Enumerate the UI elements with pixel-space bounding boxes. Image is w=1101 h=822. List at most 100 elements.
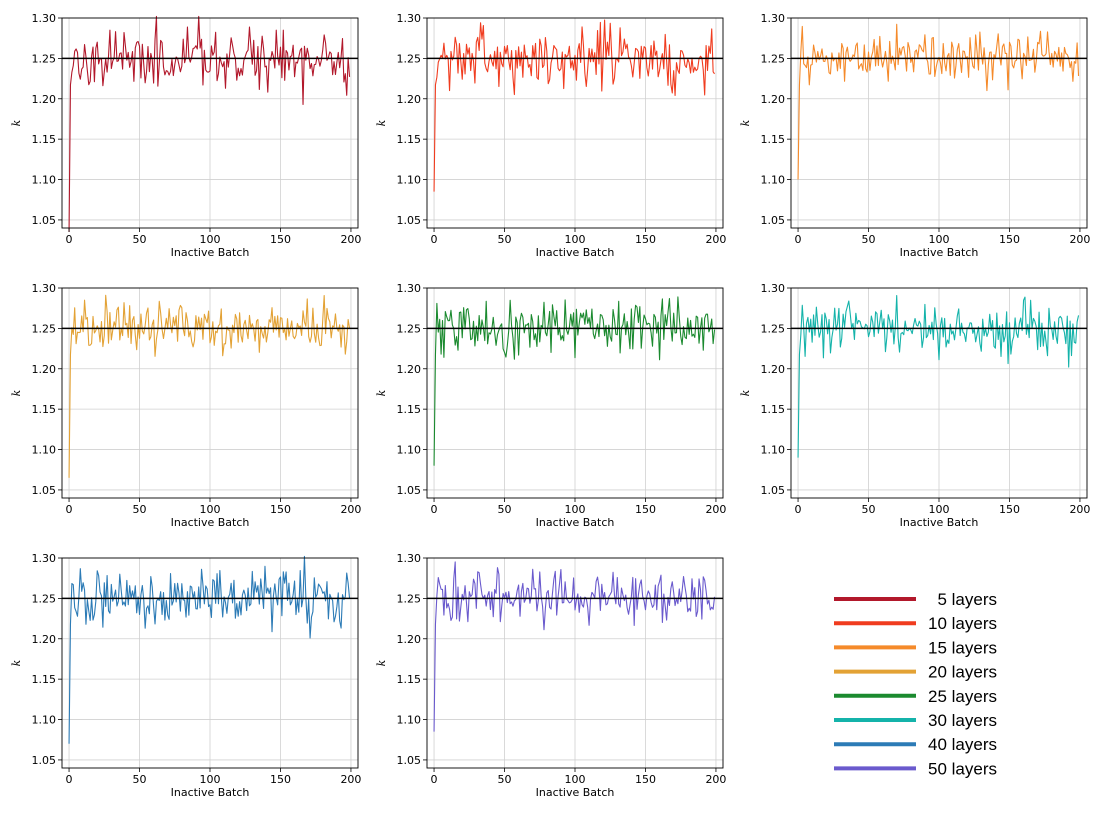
y-tick-label: 1.15 [397,403,422,416]
y-tick-label: 1.25 [397,592,422,605]
x-tick-label: 100 [565,233,586,246]
x-tick-label: 100 [200,233,221,246]
y-tick-label: 1.15 [761,133,786,146]
y-tick-label: 1.25 [32,592,57,605]
y-tick-label: 1.10 [32,444,57,457]
legend-label: 20 layers [928,663,997,682]
x-tick-label: 50 [498,503,512,516]
x-tick-label: 200 [340,773,361,786]
series-line [797,295,1080,458]
y-tick-label: 1.05 [397,214,422,227]
x-tick-label: 100 [200,503,221,516]
x-tick-label: 200 [340,233,361,246]
series-line [68,555,351,744]
y-tick-label: 1.30 [32,12,57,25]
series-line [433,296,716,466]
y-tick-label: 1.10 [397,714,422,727]
y-tick-label: 1.05 [761,214,786,227]
legend-label: 50 layers [928,759,997,778]
series-line [433,561,716,732]
x-axis-label: Inactive Batch [536,786,615,799]
chart-panel-6: 0 50 100 150 200 1.05 1.10 1.15 1.20 1.25 1.30 Inac… [739,282,1090,529]
x-tick-label: 150 [270,233,291,246]
x-axis-label: Inactive Batch [171,516,250,529]
x-tick-label: 0 [66,503,73,516]
x-axis-label: Inactive Batch [900,516,979,529]
y-axis-label: k [739,389,752,396]
y-tick-label: 1.05 [32,484,57,497]
x-tick-label: 150 [635,503,656,516]
y-tick-label: 1.05 [32,754,57,767]
y-tick-label: 1.20 [32,363,57,376]
y-tick-label: 1.20 [397,633,422,646]
y-tick-label: 1.05 [32,214,57,227]
x-tick-label: 50 [498,233,512,246]
y-tick-label: 1.05 [397,484,422,497]
x-tick-label: 50 [498,773,512,786]
x-tick-label: 100 [565,503,586,516]
x-tick-label: 200 [705,503,726,516]
x-tick-label: 150 [999,233,1020,246]
y-tick-label: 1.05 [397,754,422,767]
x-tick-label: 200 [1069,503,1090,516]
x-tick-label: 200 [705,233,726,246]
chart-panel-2: 0 50 100 150 200 1.05 1.10 1.15 1.20 1.25 1.30 Inac… [375,12,726,259]
legend-label: 15 layers [928,638,997,657]
x-tick-label: 150 [270,503,291,516]
x-tick-label: 0 [431,233,438,246]
y-tick-label: 1.20 [397,363,422,376]
y-tick-label: 1.25 [32,52,57,65]
x-tick-label: 50 [862,233,876,246]
y-tick-label: 1.15 [397,133,422,146]
y-axis-label: k [375,389,388,396]
x-axis-label: Inactive Batch [900,246,979,259]
y-tick-label: 1.15 [761,403,786,416]
x-tick-label: 200 [1069,233,1090,246]
x-axis-label: Inactive Batch [171,786,250,799]
y-tick-label: 1.20 [761,93,786,106]
x-tick-label: 100 [565,773,586,786]
series-line [433,19,715,192]
chart-panel-8: 0 50 100 150 200 1.05 1.10 1.15 1.20 1.25 1.30 Inac… [375,552,726,799]
chart-panel-1: 0 50 100 150 200 1.05 1.10 1.15 1.20 1.25 1.30 Inac… [10,12,361,259]
y-tick-label: 1.10 [397,444,422,457]
chart-panel-7: 0 50 100 150 200 1.05 1.10 1.15 1.20 1.25 1.30 Inac… [10,552,361,799]
y-tick-label: 1.05 [761,484,786,497]
x-tick-label: 0 [66,233,73,246]
legend: 5 layers 10 layers 15 layers 20 layers 25 la… [834,590,997,778]
legend-label: 25 layers [928,687,997,706]
y-axis-label: k [375,659,388,666]
x-tick-label: 150 [999,503,1020,516]
x-tick-label: 0 [431,773,438,786]
x-axis-label: Inactive Batch [536,516,615,529]
y-tick-label: 1.25 [397,322,422,335]
x-tick-label: 200 [705,773,726,786]
y-axis-label: k [739,119,752,126]
x-tick-label: 100 [929,503,950,516]
y-tick-label: 1.25 [32,322,57,335]
x-tick-label: 0 [431,503,438,516]
x-tick-label: 50 [133,773,147,786]
x-axis-label: Inactive Batch [536,246,615,259]
y-tick-label: 1.10 [32,174,57,187]
y-tick-label: 1.25 [761,322,786,335]
x-tick-label: 100 [200,773,221,786]
x-tick-label: 100 [929,233,950,246]
y-tick-label: 1.30 [397,282,422,295]
y-tick-label: 1.10 [761,444,786,457]
x-tick-label: 150 [270,773,291,786]
y-tick-label: 1.30 [397,552,422,565]
y-tick-label: 1.25 [761,52,786,65]
y-tick-label: 1.10 [32,714,57,727]
chart-panel-4: 0 50 100 150 200 1.05 1.10 1.15 1.20 1.25 1.30 Inac… [10,282,361,529]
y-tick-label: 1.20 [32,93,57,106]
series-line [68,294,351,478]
y-tick-label: 1.20 [761,363,786,376]
x-axis-label: Inactive Batch [171,246,250,259]
y-tick-label: 1.30 [761,282,786,295]
y-axis-label: k [10,389,23,396]
x-tick-label: 50 [133,503,147,516]
chart-panel-5: 0 50 100 150 200 1.05 1.10 1.15 1.20 1.25 1.30 Inac… [375,282,726,529]
y-tick-label: 1.15 [397,673,422,686]
